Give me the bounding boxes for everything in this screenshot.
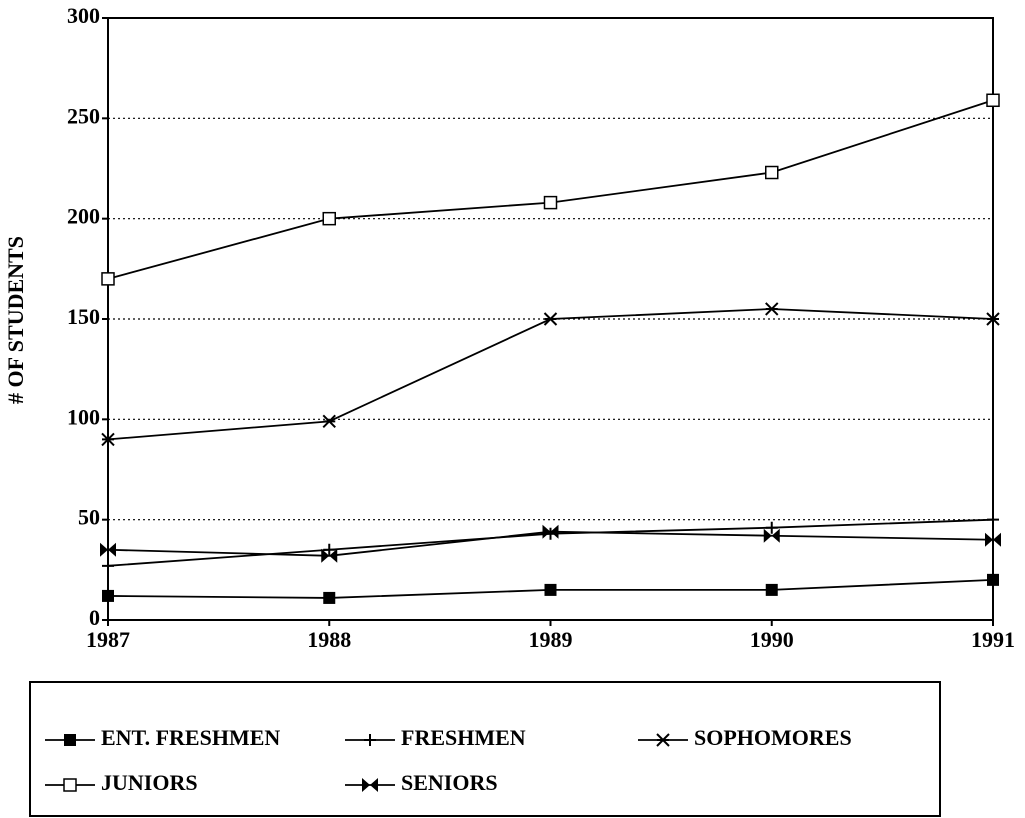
marker [763, 528, 780, 543]
marker [986, 312, 1000, 326]
marker-shape [986, 93, 1000, 108]
marker-shape [100, 542, 116, 557]
marker-shape [763, 528, 780, 543]
marker-shape [765, 521, 778, 534]
marker-shape [102, 559, 114, 572]
marker [987, 573, 999, 586]
marker-shape [101, 272, 115, 286]
marker [986, 93, 1000, 108]
y-tick-label: 150 [67, 304, 100, 329]
marker [323, 543, 336, 556]
marker-shape [765, 583, 778, 596]
legend-box [29, 681, 941, 817]
marker-shape [321, 548, 338, 563]
x-tick-label: 1988 [307, 627, 351, 652]
marker [543, 312, 558, 326]
marker [542, 524, 559, 539]
marker [323, 591, 336, 604]
marker [101, 432, 115, 447]
y-tick-label: 100 [67, 404, 100, 429]
x-tick-label: 1991 [971, 627, 1015, 652]
y-tick-label: 50 [78, 505, 100, 530]
marker [322, 414, 336, 429]
marker [765, 165, 779, 180]
marker-shape [544, 583, 557, 596]
marker-shape [543, 312, 558, 326]
marker-shape [985, 532, 1001, 547]
marker [765, 302, 779, 316]
y-tick-label: 200 [67, 204, 100, 229]
marker-shape [64, 734, 76, 746]
marker [543, 195, 558, 210]
series-line [107, 530, 994, 557]
marker [544, 583, 557, 596]
marker-shape [323, 543, 336, 556]
marker [322, 211, 336, 226]
marker [765, 583, 778, 596]
marker-shape [362, 778, 378, 792]
marker [63, 778, 77, 792]
marker [101, 272, 115, 286]
y-axis-label: # OF STUDENTS [3, 236, 28, 404]
marker [985, 532, 1001, 547]
marker [362, 778, 378, 792]
series-line [107, 518, 994, 567]
x-tick-label: 1989 [529, 627, 573, 652]
marker-shape [542, 524, 559, 539]
marker-shape [322, 414, 336, 429]
legend-label: ENT. FRESHMEN [101, 725, 280, 750]
marker-shape [765, 165, 779, 180]
x-tick-label: 1990 [750, 627, 794, 652]
marker-shape [63, 778, 77, 792]
marker [765, 521, 778, 534]
series-line [107, 308, 994, 441]
marker [102, 589, 114, 602]
marker [656, 733, 670, 747]
marker [987, 513, 999, 526]
marker-shape [765, 302, 779, 316]
marker-shape [543, 195, 558, 210]
marker [100, 542, 116, 557]
marker-shape [986, 312, 1000, 326]
legend-label: SENIORS [401, 770, 498, 795]
marker-shape [102, 589, 114, 602]
marker [64, 734, 76, 746]
marker [364, 734, 376, 746]
legend-label: JUNIORS [101, 770, 198, 795]
marker-shape [364, 734, 376, 746]
marker-shape [101, 432, 115, 447]
y-tick-label: 0 [89, 605, 100, 630]
legend-label: FRESHMEN [401, 725, 526, 750]
series-line [107, 99, 994, 280]
marker-shape [656, 733, 670, 747]
x-tick-label: 1987 [86, 627, 130, 652]
marker [102, 559, 114, 572]
marker [321, 548, 338, 563]
y-tick-label: 300 [67, 3, 100, 28]
marker-shape [987, 513, 999, 526]
marker-shape [322, 211, 336, 226]
legend-label: SOPHOMORES [694, 725, 852, 750]
y-tick-label: 250 [67, 103, 100, 128]
marker-shape [987, 573, 999, 586]
marker-shape [323, 591, 336, 604]
